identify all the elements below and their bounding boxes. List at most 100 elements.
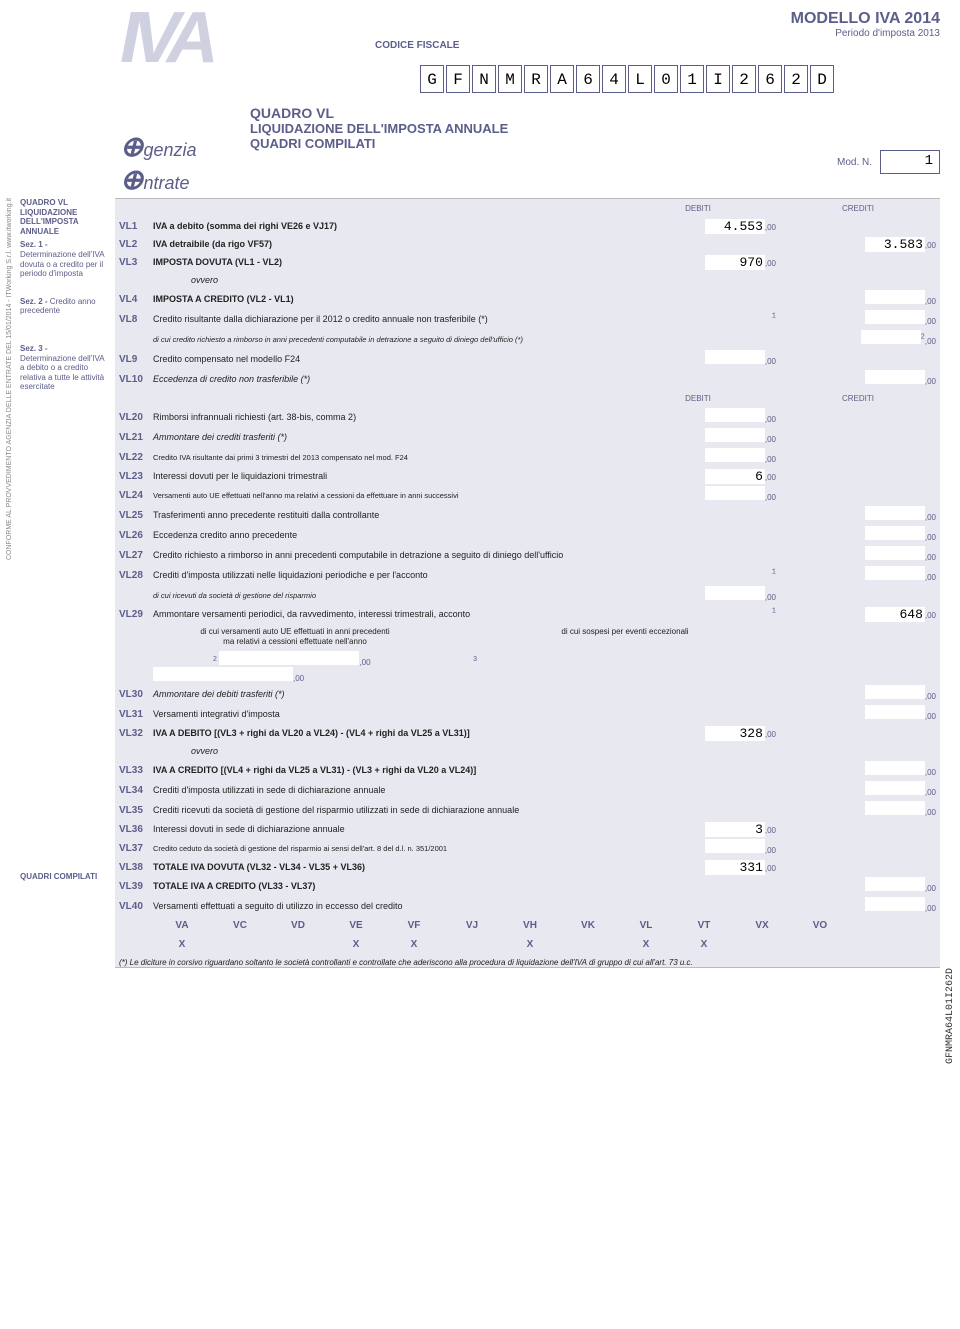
- form-row: VL33IVA A CREDITO [(VL4 + righi da VL25 …: [115, 760, 940, 780]
- form-row: VL35Crediti ricevuti da società di gesti…: [115, 800, 940, 820]
- debiti-value: ,00: [620, 839, 780, 857]
- form-row: VL9Credito compensato nel modello F24,00: [115, 349, 940, 369]
- logo-block: IVA ⊕genzia ⊕ntrate: [120, 10, 240, 180]
- crediti-value: ,00: [780, 781, 940, 799]
- form-row: VL20Rimborsi infrannuali richiesti (art.…: [115, 407, 940, 427]
- row-code: VL9: [115, 354, 153, 365]
- cf-char: 4: [602, 65, 626, 93]
- row-desc: Ammontare dei debiti trasferiti (*): [153, 689, 620, 699]
- crediti-value: ,00: [780, 506, 940, 524]
- form-row: VL40Versamenti effettuati a seguito di u…: [115, 896, 940, 916]
- row-code: VL36: [115, 824, 153, 835]
- quadri-check: X: [675, 939, 733, 950]
- form-row: VL37Credito ceduto da società di gestion…: [115, 838, 940, 858]
- cf-char: 6: [758, 65, 782, 93]
- row-desc: di cui ricevuti da società di gestione d…: [153, 590, 620, 600]
- quadri-check: X: [501, 939, 559, 950]
- cf-char: 0: [654, 65, 678, 93]
- quadri-label: VX: [733, 920, 791, 931]
- row-desc: Crediti d'imposta utilizzati in sede di …: [153, 785, 620, 795]
- row-desc: IMPOSTA A CREDITO (VL2 - VL1): [153, 294, 620, 304]
- row-desc: Interessi dovuti per le liquidazioni tri…: [153, 471, 620, 481]
- model-name: MODELLO IVA 2014: [791, 10, 940, 28]
- cf-char: I: [706, 65, 730, 93]
- debiti-value: ,00: [620, 448, 780, 466]
- form-row: VL4IMPOSTA A CREDITO (VL2 - VL1),00: [115, 289, 940, 309]
- row-code: VL22: [115, 452, 153, 463]
- debiti-value: 1: [620, 607, 780, 622]
- quadri-check: X: [327, 939, 385, 950]
- row-code: VL28: [115, 570, 153, 581]
- cf-char: 6: [576, 65, 600, 93]
- row-code: VL29: [115, 609, 153, 620]
- cf-char: G: [420, 65, 444, 93]
- crediti-header-2: CREDITI: [780, 394, 940, 403]
- cf-char: D: [810, 65, 834, 93]
- row-code: VL39: [115, 881, 153, 892]
- crediti-value: ,00: [780, 370, 940, 388]
- crediti-value: ,00: [780, 801, 940, 819]
- section-1: DEBITI CREDITI VL1IVA a debito (somma de…: [115, 198, 940, 968]
- quadri-header: VAVCVDVEVFVJVHVKVLVTVXVO: [115, 916, 940, 935]
- cf-side: GFNMRA64L01I262D: [945, 968, 956, 1064]
- ovvero-label: ovvero: [153, 746, 620, 756]
- row-code: VL31: [115, 709, 153, 720]
- row-code: VL33: [115, 765, 153, 776]
- quadri-label: VD: [269, 920, 327, 931]
- quadri-check: X: [385, 939, 443, 950]
- debiti-value: 6,00: [620, 469, 780, 484]
- row-desc: Rimborsi infrannuali richiesti (art. 38-…: [153, 412, 620, 422]
- cf-boxes: GFNMRA64L01I262D: [420, 65, 834, 93]
- row-code: VL27: [115, 550, 153, 561]
- crediti-value: ,00: [780, 310, 940, 328]
- form-row: VL2IVA detraibile (da rigo VF57)3.583,00: [115, 235, 940, 253]
- crediti-value: ,00: [780, 546, 940, 564]
- form-row: VL23Interessi dovuti per le liquidazioni…: [115, 467, 940, 485]
- crediti-value: ,00: [780, 526, 940, 544]
- crediti-header: CREDITI: [780, 204, 940, 213]
- cf-char: 2: [732, 65, 756, 93]
- debiti-value: ,00: [620, 428, 780, 446]
- crediti-value: ,00: [780, 685, 940, 703]
- crediti-value: 648,00: [780, 607, 940, 622]
- cf-char: 2: [784, 65, 808, 93]
- body: QUADRO VL LIQUIDAZIONE DELL'IMPOSTA ANNU…: [20, 198, 940, 968]
- debiti-header-2: DEBITI: [620, 394, 780, 403]
- row-desc: Versamenti auto UE effettuati nell'anno …: [153, 490, 620, 500]
- crediti-value: 2,00: [780, 330, 940, 348]
- row-desc: Ammontare versamenti periodici, da ravve…: [153, 609, 620, 619]
- cf-char: A: [550, 65, 574, 93]
- quadri-check: X: [153, 939, 211, 950]
- ovvero-label: ovvero: [153, 275, 620, 285]
- quadri-label: VH: [501, 920, 559, 931]
- row-code: VL25: [115, 510, 153, 521]
- left-block-3: Sez. 2 - Credito anno precedente: [20, 297, 109, 316]
- row-code: VL3: [115, 257, 153, 268]
- debiti-value: ,00: [620, 408, 780, 426]
- row-code: VL34: [115, 785, 153, 796]
- form-row: VL1IVA a debito (somma dei righi VE26 e …: [115, 217, 940, 235]
- debiti-value: ,00: [620, 486, 780, 504]
- row-code: VL24: [115, 490, 153, 501]
- left-block-4: Sez. 3 -Determinazione dell'IVA a debito…: [20, 344, 109, 392]
- form-row: VL29Ammontare versamenti periodici, da r…: [115, 605, 940, 623]
- row-desc: Eccedenza di credito non trasferibile (*…: [153, 374, 620, 384]
- row-desc: Credito richiesto a rimborso in anni pre…: [153, 550, 620, 560]
- form-row: VL34Crediti d'imposta utilizzati in sede…: [115, 780, 940, 800]
- form-row: VL30Ammontare dei debiti trasferiti (*),…: [115, 684, 940, 704]
- left-block-2: Sez. 1 -Determinazione dell'IVA dovuta o…: [20, 240, 109, 278]
- form-row: VL26Eccedenza credito anno precedente,00: [115, 525, 940, 545]
- quadri-label: VA: [153, 920, 211, 931]
- section-title: QUADRO VL LIQUIDAZIONE DELL'IMPOSTA ANNU…: [250, 105, 508, 151]
- quadro-code: QUADRO VL: [250, 105, 508, 121]
- crediti-value: ,00: [780, 897, 940, 915]
- quadro-title: LIQUIDAZIONE DELL'IMPOSTA ANNUALE: [250, 121, 508, 136]
- row-code: VL38: [115, 862, 153, 873]
- quadri-label: VT: [675, 920, 733, 931]
- row-code: VL35: [115, 805, 153, 816]
- form-row: VL8Credito risultante dalla dichiarazion…: [115, 309, 940, 329]
- debiti-value: 1: [620, 568, 780, 583]
- row-code: VL26: [115, 530, 153, 541]
- agenzia-logo: ⊕genzia ⊕ntrate: [120, 130, 197, 196]
- form-row: di cui credito richiesto a rimborso in a…: [115, 329, 940, 349]
